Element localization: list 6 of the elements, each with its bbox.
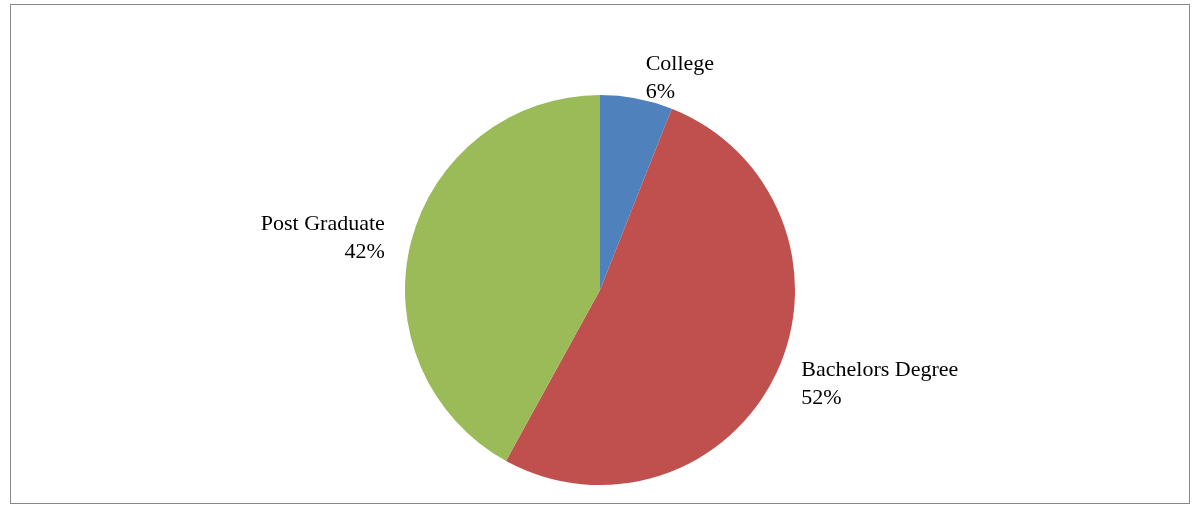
data-label: 42% xyxy=(344,237,385,263)
slice-label: College xyxy=(645,50,715,76)
data-label: 52% xyxy=(801,383,842,409)
slice-label: Bachelors Degree xyxy=(801,355,959,381)
data-label: 6% xyxy=(645,78,675,104)
slice-label: Post Graduate xyxy=(260,209,385,235)
